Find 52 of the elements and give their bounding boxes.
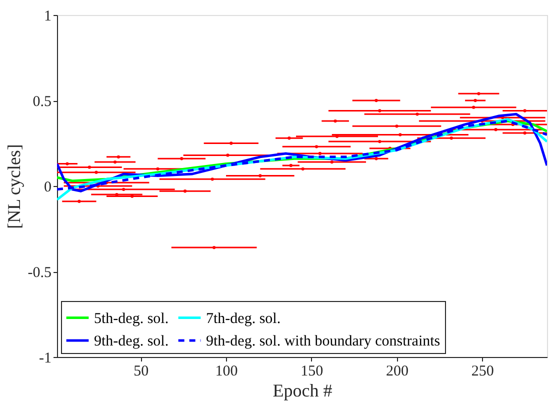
point [378,109,382,112]
point [523,109,526,112]
y-tick-label: -0.5 [28,265,52,281]
point [180,157,184,160]
x-tick-label: 250 [471,364,494,380]
point [395,124,398,128]
point [258,174,262,178]
point [122,188,126,191]
point [374,98,378,102]
legend-label: 5th-deg. sol. [94,310,169,327]
point [301,167,304,170]
legend-label: 9th-deg. sol. [94,334,169,350]
x-tick-label: 150 [300,364,324,380]
point [230,142,233,145]
y-axis-title: [NL cycles] [4,144,24,229]
point [330,160,334,164]
point [116,155,120,159]
point [378,140,382,144]
y-tick-label: 0.5 [32,94,52,110]
point [113,160,117,164]
point [289,164,292,168]
point [78,200,81,203]
point [374,157,378,160]
point [523,131,526,135]
point [477,92,480,96]
point [494,128,498,132]
point [210,178,214,181]
point [416,112,419,116]
point [472,106,476,109]
legend-label: 9th-deg. sol. with boundary constraints [206,334,440,350]
point [314,145,318,148]
point [88,166,92,169]
point [183,190,187,193]
point [474,98,477,102]
point [156,167,160,170]
x-tick-label: 50 [134,364,149,380]
point [212,246,216,250]
x-axis-title: Epoch # [272,380,332,400]
point [226,154,230,157]
legend-label: 7th-deg. sol. [206,310,281,327]
y-tick-label: -1 [39,350,52,366]
point [94,170,98,174]
point [398,133,402,136]
y-tick-label: 0 [44,180,52,196]
point [66,162,69,166]
point [288,136,291,140]
point [318,152,322,156]
x-tick-label: 200 [386,364,409,380]
point [450,136,453,140]
y-tick-label: 1 [44,8,52,24]
point [334,119,337,123]
x-tick-label: 100 [215,364,238,380]
